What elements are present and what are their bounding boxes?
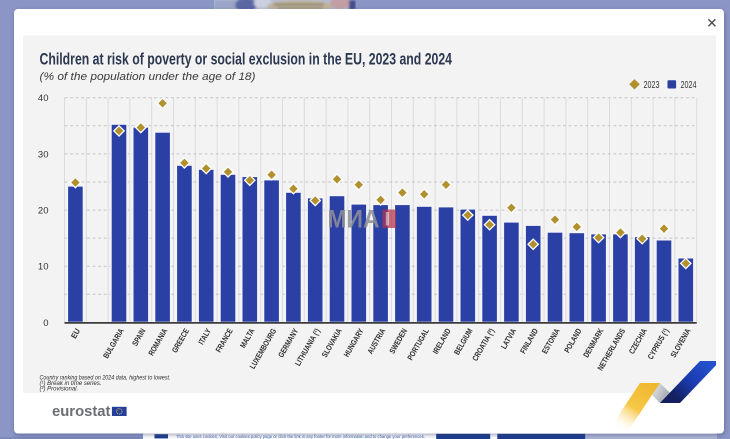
svg-text:0: 0 (43, 318, 48, 329)
svg-text:Country ranking based on 2024: Country ranking based on 2024 data, high… (40, 375, 171, 381)
svg-text:2024: 2024 (681, 80, 697, 91)
svg-text:МИА: МИА (328, 206, 380, 234)
svg-text:(¹) Break in time series.: (¹) Break in time series. (40, 381, 102, 387)
svg-text:(% of the population under the: (% of the population under the age of 18… (40, 71, 256, 83)
svg-text:30: 30 (38, 149, 49, 160)
svg-text:This site uses cookies. Visit: This site uses cookies. Visit our cookie… (176, 434, 425, 439)
svg-text:10: 10 (38, 262, 49, 273)
svg-text:20: 20 (38, 206, 49, 217)
svg-text:EU: EU (69, 327, 82, 340)
svg-text:40: 40 (38, 93, 49, 104)
svg-text:Children at risk of poverty or: Children at risk of poverty or social ex… (40, 50, 453, 69)
svg-text:(²) Provisional.: (²) Provisional. (40, 386, 79, 392)
svg-text:2023: 2023 (644, 80, 660, 91)
svg-text:eurostat: eurostat (52, 404, 111, 420)
